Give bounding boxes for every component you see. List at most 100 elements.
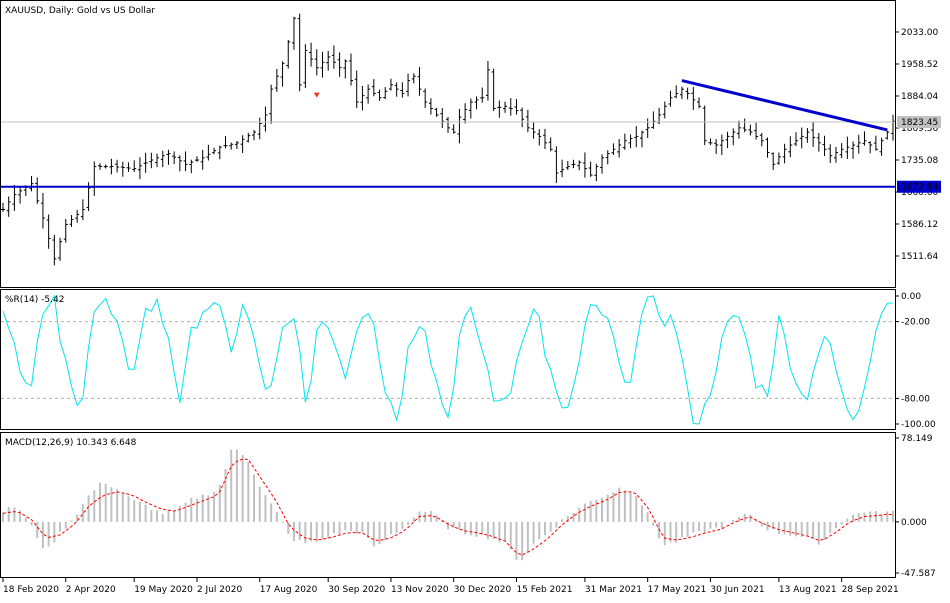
price-bar	[514, 99, 519, 115]
price-bar	[600, 154, 605, 174]
price-bar	[360, 85, 365, 111]
macd-pane-label: MACD(12,26,9) 10.343 6.648	[5, 438, 137, 448]
price-bar	[212, 147, 217, 155]
price-bar	[719, 134, 724, 155]
price-bar	[354, 70, 359, 109]
price-bar	[662, 101, 667, 119]
price-bar	[639, 130, 644, 148]
price-bar	[109, 158, 114, 175]
price-bar	[411, 73, 416, 84]
wpr-tick-label: -20.00	[901, 318, 930, 328]
axes: 2033.00 1958.52 1884.04 1809.56 1735.08 1660.…	[2, 28, 941, 595]
price-bar	[75, 209, 80, 223]
price-bar	[702, 105, 707, 146]
price-bar	[754, 122, 759, 140]
price-bar	[200, 149, 205, 170]
x-tick-label: 13 Nov 2020	[391, 585, 449, 595]
price-bar	[828, 144, 833, 163]
price-bar	[776, 152, 781, 165]
price-bar	[697, 97, 702, 109]
price-bar	[440, 108, 445, 128]
price-bar	[331, 45, 336, 69]
price-bar	[605, 150, 610, 165]
price-bar	[97, 163, 102, 170]
price-bar	[172, 151, 177, 164]
price-bar	[851, 141, 856, 159]
price-bar	[80, 199, 85, 221]
price-bar	[103, 164, 108, 169]
price-bar	[309, 42, 314, 67]
current-price-tag	[897, 116, 941, 129]
price-bar	[480, 87, 485, 103]
macd-tick-label: 78.149	[901, 434, 933, 444]
wpr-pane-frame	[0, 289, 896, 430]
price-bar	[799, 127, 804, 149]
price-bar	[263, 106, 268, 132]
price-bar	[588, 161, 593, 177]
price-bar	[234, 140, 239, 149]
x-tick-label: 28 Sep 2021	[842, 585, 899, 595]
price-bar	[782, 143, 787, 164]
price-bar	[691, 86, 696, 111]
price-bar	[18, 186, 23, 204]
price-bar	[314, 49, 319, 76]
price-bar	[160, 150, 165, 168]
price-bar	[679, 86, 684, 100]
price-bar	[879, 137, 884, 156]
price-bar	[571, 159, 576, 169]
price-bar	[280, 61, 285, 87]
price-bar	[189, 159, 194, 174]
price-bar	[457, 108, 462, 144]
price-tick-label: 1660.60	[901, 188, 938, 198]
macd-tick-label: 0.000	[901, 518, 927, 528]
price-bar	[520, 107, 525, 128]
price-bar	[257, 117, 262, 140]
price-bar	[29, 176, 34, 192]
price-bar	[303, 44, 308, 89]
price-bar	[560, 159, 565, 178]
price-bar	[69, 215, 74, 227]
macd-series	[2, 449, 894, 561]
price-bar	[708, 138, 713, 146]
price-bar	[337, 52, 342, 77]
price-bar	[525, 109, 530, 133]
price-bar	[816, 133, 821, 152]
macd-pane-frame	[0, 432, 896, 578]
price-bar	[183, 151, 188, 172]
wpr-pane-label: %R(14) -5.42	[5, 295, 64, 305]
price-bar	[1, 202, 5, 212]
price-tick-label: 1735.08	[901, 156, 938, 166]
price-bar	[434, 107, 439, 117]
price-bar	[474, 96, 479, 110]
price-bar	[468, 98, 473, 119]
price-bar	[668, 90, 673, 107]
x-tick-label: 30 Dec 2020	[454, 585, 512, 595]
price-bar	[206, 144, 211, 161]
x-tick-label: 18 Feb 2020	[3, 585, 59, 595]
price-bar	[246, 132, 251, 143]
x-tick-label: 31 Mar 2021	[585, 585, 642, 595]
price-bar	[92, 161, 97, 196]
trendline	[681, 79, 888, 132]
price-bar	[674, 85, 679, 99]
price-bar	[120, 161, 125, 177]
price-bar	[531, 122, 536, 139]
price-bar	[451, 124, 456, 134]
price-bar	[63, 218, 68, 243]
price-bar	[229, 142, 234, 150]
price-bar	[788, 136, 793, 158]
price-bar	[565, 161, 570, 170]
price-bar	[12, 184, 17, 211]
price-bar	[497, 100, 502, 118]
price-bar	[873, 135, 878, 151]
macd-signal-line	[2, 458, 894, 556]
price-bar	[862, 131, 867, 146]
price-bar	[320, 51, 325, 78]
price-bar	[885, 130, 890, 140]
price-bar	[548, 137, 553, 152]
price-bar	[417, 66, 422, 96]
price-bar	[286, 39, 291, 69]
price-bar	[845, 136, 850, 160]
